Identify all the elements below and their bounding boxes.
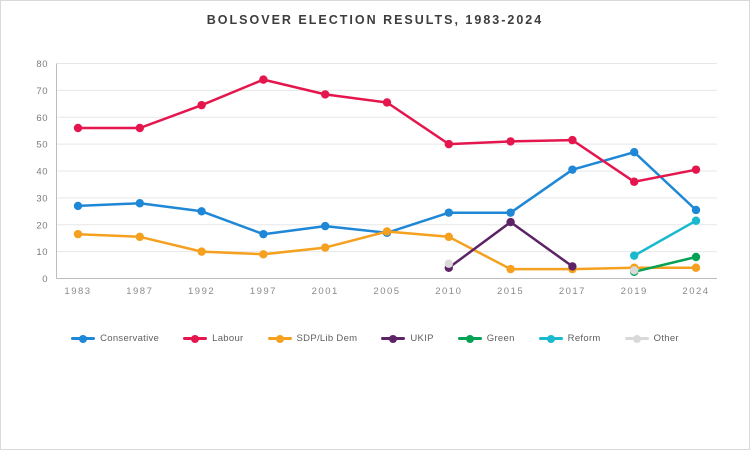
x-axis-label-1992: 1992	[188, 286, 215, 297]
x-axis-label-2010: 2010	[435, 286, 462, 297]
legend-dot-labour	[191, 334, 200, 343]
x-axis-label-2005: 2005	[373, 286, 400, 297]
series-reform-line	[632, 219, 698, 257]
series-conservative-point-2001	[321, 221, 330, 231]
series-sdp-lib-dem-point-2001	[321, 243, 330, 252]
line-chart: 0 10 20 30 40 50 60 70 80 1983 1987 1992 1997 2001 200…	[36, 59, 717, 297]
series-sdp-lib-dem-point-1983	[73, 229, 83, 239]
series-labour-point-2015	[506, 137, 515, 146]
series-ukip-point-2017	[568, 262, 577, 271]
y-axis-label-10: 10	[36, 247, 48, 258]
series-conservative-point-2017	[568, 165, 577, 174]
series-conservative-point-2024	[691, 205, 701, 215]
series-other-point-2010	[444, 259, 453, 268]
x-axis-label-1997: 1997	[250, 286, 277, 297]
legend-swatch-reform	[538, 334, 563, 343]
y-axis-label-30: 30	[36, 193, 48, 204]
x-axis-label-2017: 2017	[559, 286, 586, 297]
y-axis-label-40: 40	[36, 167, 48, 178]
x-axis-label-2024: 2024	[682, 286, 709, 297]
series-labour-point-1992	[197, 100, 206, 110]
y-axis-label-0: 0	[42, 274, 48, 285]
series-sdp-lib-dem-line	[76, 230, 698, 271]
series-other-point-2019	[630, 266, 639, 275]
x-axis-label-2019: 2019	[621, 286, 648, 297]
legend-item-labour[interactable]: Labour	[183, 333, 243, 344]
legend-item-green[interactable]: Green	[457, 333, 515, 344]
series-ukip-line	[447, 220, 574, 270]
series-labour-point-2017	[568, 135, 577, 145]
series-sdp-lib-dem-point-2024	[691, 263, 701, 272]
series-labour-point-1983	[73, 123, 83, 133]
series-labour-point-2024	[691, 165, 701, 174]
legend-dot-ukip	[389, 334, 398, 343]
legend-swatch-green	[457, 334, 482, 343]
legend-label-ukip: UKIP	[410, 333, 434, 344]
series-labour-point-1997	[259, 75, 268, 84]
legend-swatch-sdp-lib-dem	[267, 334, 292, 343]
series-conservative-line	[76, 150, 698, 236]
y-axis-label-50: 50	[36, 140, 48, 151]
legend-item-conservative[interactable]: Conservative	[71, 333, 159, 344]
series-conservative-point-1983	[73, 201, 83, 211]
series-conservative-point-1992	[197, 207, 206, 216]
series-green-point-2024	[691, 252, 701, 262]
legend-swatch-conservative	[71, 334, 96, 343]
legend-item-ukip[interactable]: UKIP	[381, 333, 433, 344]
x-axis-label-2001: 2001	[312, 286, 339, 297]
series-conservative-point-2010	[444, 208, 453, 217]
series-green-line	[632, 255, 698, 274]
series-labour-point-2010	[444, 139, 453, 149]
series-reform-point-2019	[630, 251, 639, 260]
series-sdp-lib-dem-point-2005	[382, 227, 392, 236]
legend-dot-green	[465, 334, 474, 343]
series-labour-point-2005	[382, 98, 392, 107]
legend-item-other[interactable]: Other	[624, 333, 679, 344]
series-sdp-lib-dem-point-1992	[197, 247, 206, 256]
series-ukip-point-2015	[506, 217, 515, 227]
series-labour-point-1987	[135, 123, 144, 133]
x-axis-label-2015: 2015	[497, 286, 524, 297]
legend-swatch-other	[624, 334, 649, 343]
series-reform-point-2024	[691, 216, 701, 225]
legend-dot-reform	[546, 334, 555, 343]
legend-label-conservative: Conservative	[100, 333, 160, 344]
legend-swatch-ukip	[381, 334, 406, 343]
series-sdp-lib-dem-point-2010	[444, 232, 453, 242]
series-conservative-point-1997	[259, 229, 268, 239]
legend-dot-conservative	[79, 334, 88, 343]
legend-swatch-labour	[183, 334, 208, 343]
series-labour-point-2001	[321, 90, 330, 99]
y-axis-label-20: 20	[36, 220, 48, 231]
y-axis-label-80: 80	[36, 59, 48, 70]
legend-label-green: Green	[486, 333, 515, 344]
legend-label-labour: Labour	[212, 333, 244, 344]
series-labour-point-2019	[630, 177, 639, 186]
y-axis-label-60: 60	[36, 113, 48, 124]
series-conservative-point-2019	[630, 147, 639, 157]
series-sdp-lib-dem-point-1997	[259, 250, 268, 259]
series-conservative-point-1987	[135, 199, 144, 208]
legend-dot-sdp-lib-dem	[275, 334, 284, 343]
legend-dot-other	[632, 334, 641, 343]
series-conservative-point-2015	[506, 208, 515, 217]
series-labour-line	[76, 78, 698, 184]
series-sdp-lib-dem-point-2015	[506, 264, 515, 274]
x-axis-label-1983: 1983	[64, 286, 91, 297]
chart-title: BOLSOVER ELECTION RESULTS, 1983-2024	[206, 13, 544, 27]
chart-legend: Conservative Labour SDP/Lib Dem UKIP Green Re…	[1, 333, 749, 344]
series-sdp-lib-dem-point-1987	[135, 232, 144, 242]
legend-label-sdp-lib-dem: SDP/Lib Dem	[296, 333, 358, 344]
x-axis-label-1987: 1987	[126, 286, 153, 297]
y-axis-label-70: 70	[36, 86, 48, 97]
legend-label-reform: Reform	[567, 333, 601, 344]
legend-item-sdp-lib-dem[interactable]: SDP/Lib Dem	[267, 333, 358, 344]
legend-item-reform[interactable]: Reform	[538, 333, 601, 344]
legend-label-other: Other	[653, 333, 679, 344]
